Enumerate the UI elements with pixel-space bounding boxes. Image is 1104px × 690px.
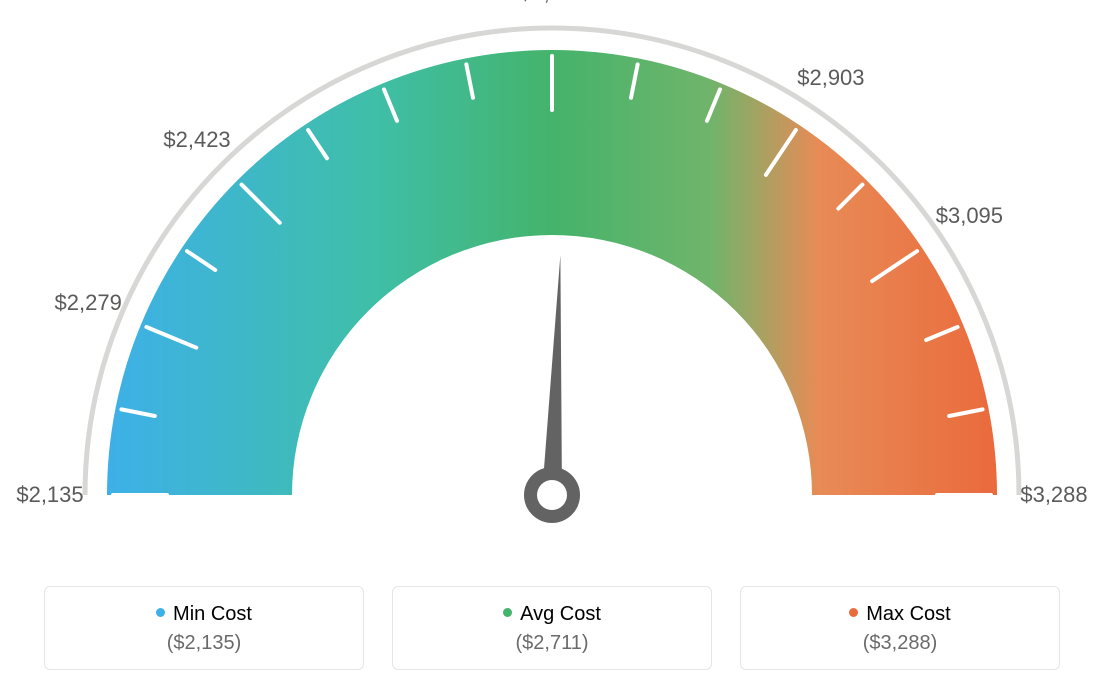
gauge-tick-label: $2,423 <box>163 127 230 153</box>
legend-card-max: Max Cost ($3,288) <box>740 586 1060 670</box>
legend-title-max-text: Max Cost <box>866 603 950 625</box>
dot-max <box>849 608 858 617</box>
gauge-tick-label: $2,135 <box>16 482 83 508</box>
legend-value-avg: ($2,711) <box>393 632 711 655</box>
legend-title-avg: Avg Cost <box>393 603 711 626</box>
gauge-tick-label: $3,288 <box>1020 482 1087 508</box>
legend-title-max: Max Cost <box>741 603 1059 626</box>
legend-row: Min Cost ($2,135) Avg Cost ($2,711) Max … <box>0 586 1104 670</box>
legend-title-avg-text: Avg Cost <box>520 603 601 625</box>
legend-card-min: Min Cost ($2,135) <box>44 586 364 670</box>
dot-avg <box>503 608 512 617</box>
legend-title-min: Min Cost <box>45 603 363 626</box>
gauge-tick-label: $2,711 <box>519 0 585 6</box>
gauge-tick-label: $3,095 <box>936 203 1003 229</box>
gauge-svg <box>0 0 1104 560</box>
gauge-tick-label: $2,279 <box>55 290 122 316</box>
legend-card-avg: Avg Cost ($2,711) <box>392 586 712 670</box>
legend-value-min: ($2,135) <box>45 632 363 655</box>
gauge-container: $2,135 $2,279 $2,423 $2,711 $2,903 $3,095 $3,2… <box>0 0 1104 560</box>
legend-title-min-text: Min Cost <box>173 603 252 625</box>
dot-min <box>156 608 165 617</box>
gauge-tick-label: $2,903 <box>797 65 864 91</box>
legend-value-max: ($3,288) <box>741 632 1059 655</box>
